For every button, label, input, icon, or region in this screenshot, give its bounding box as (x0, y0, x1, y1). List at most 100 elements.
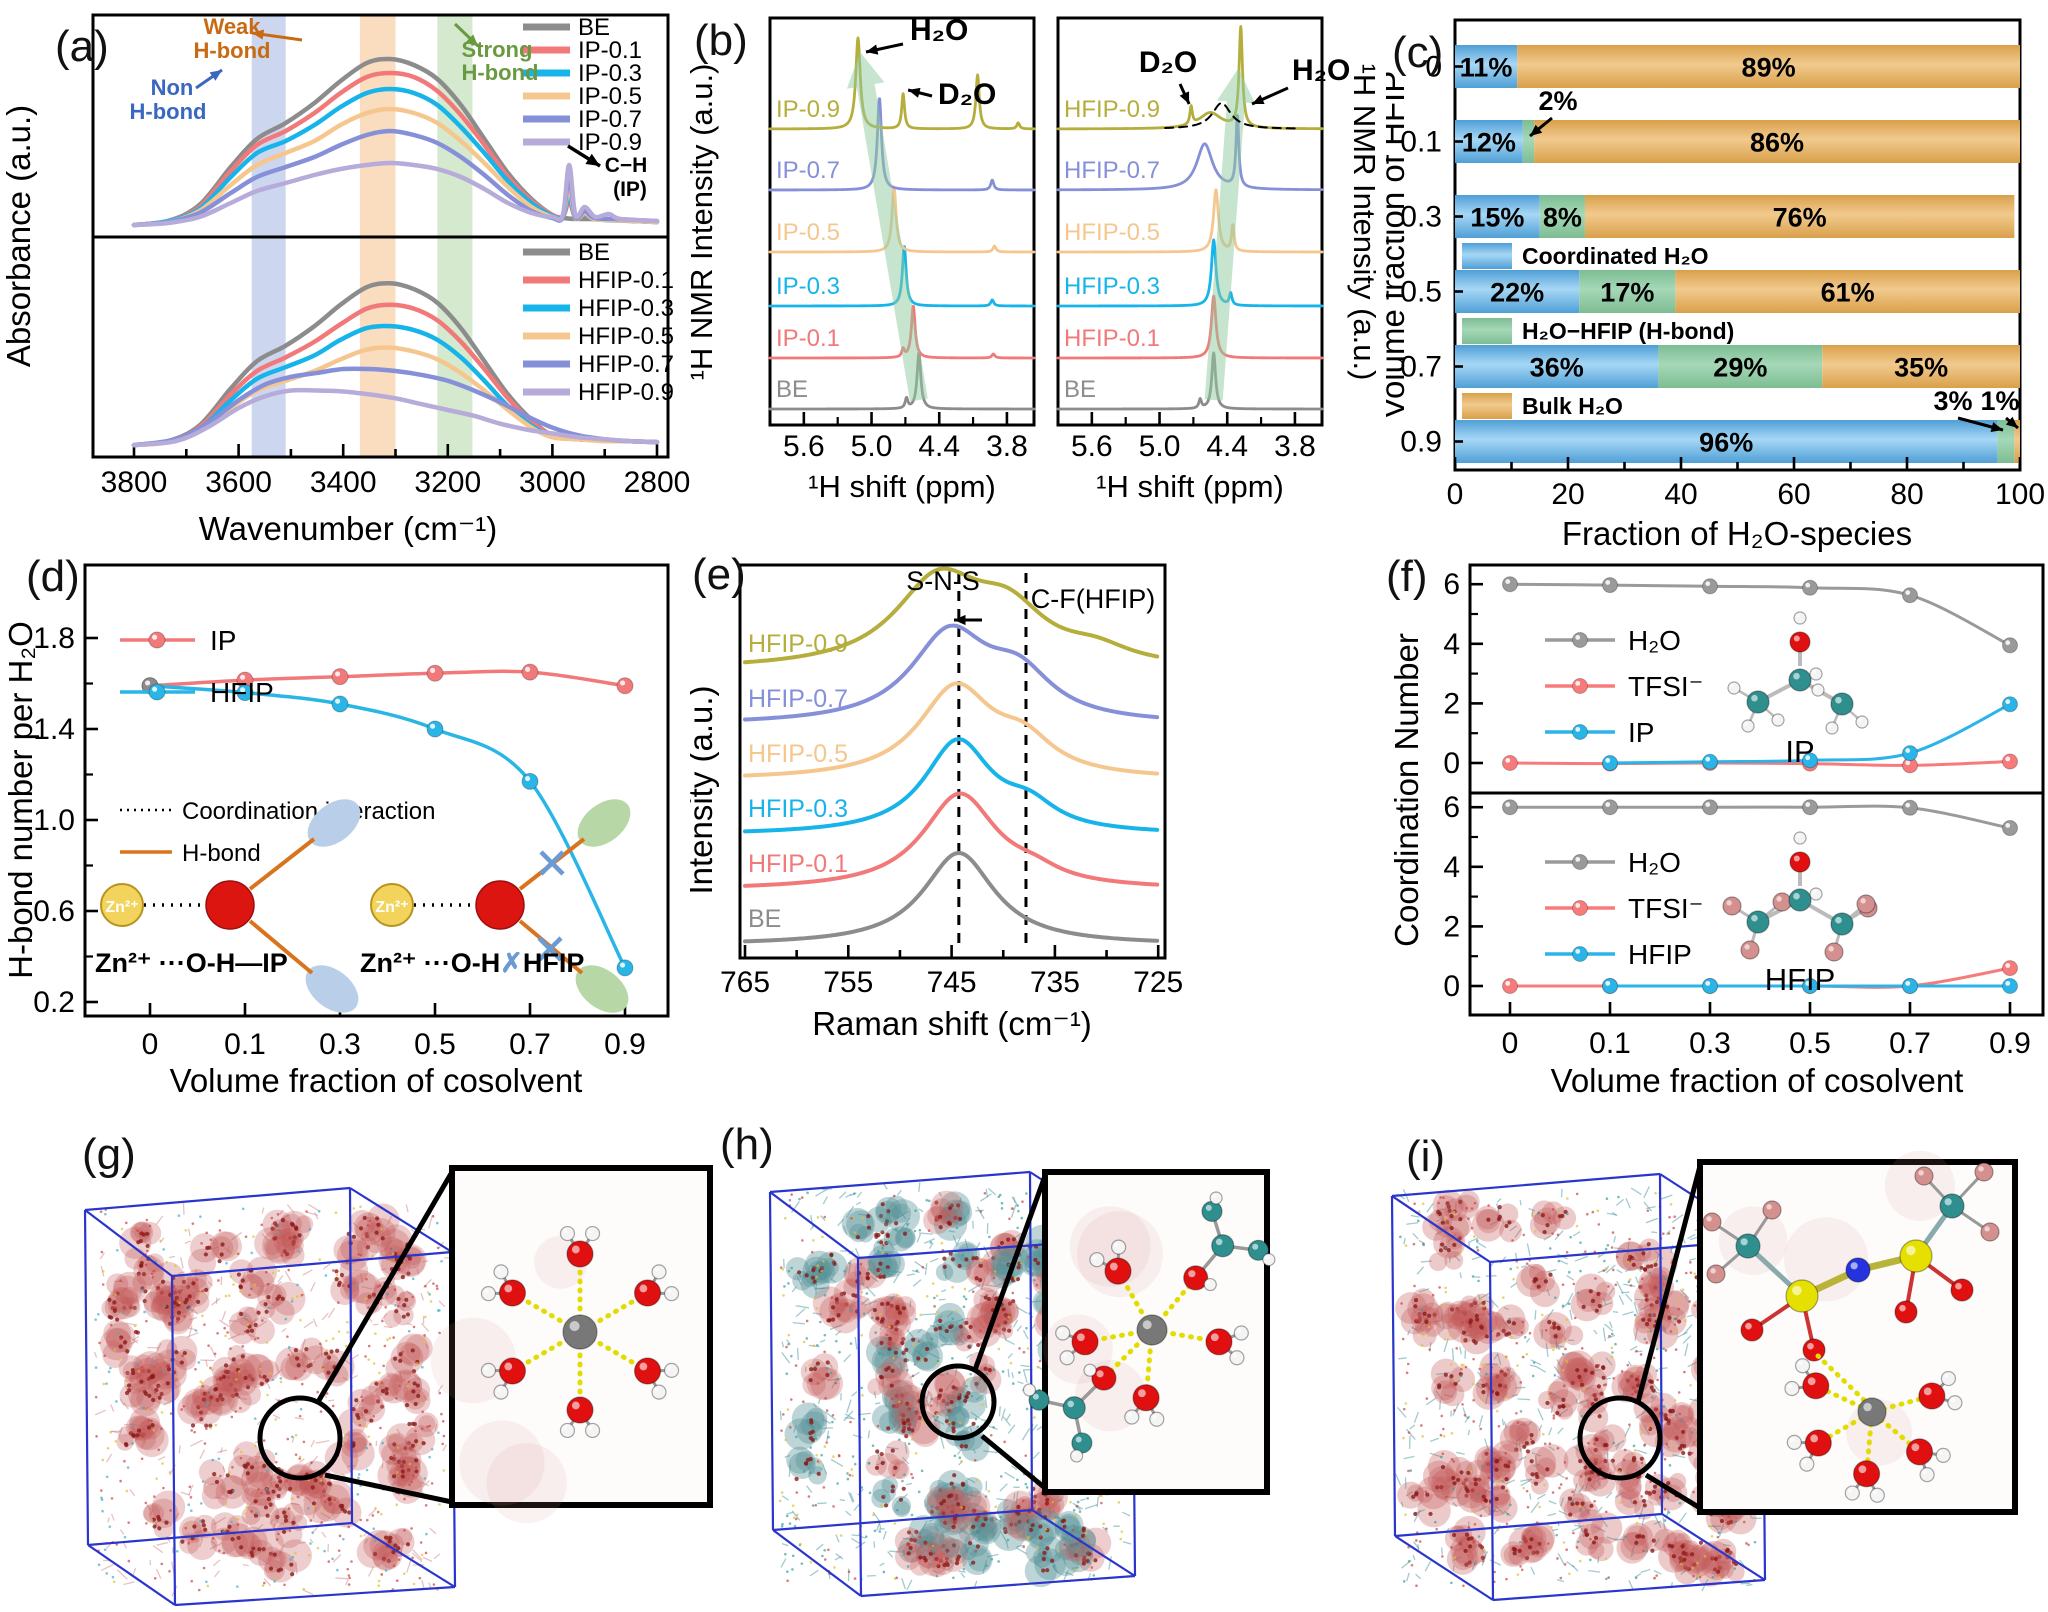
bar-percent-label: 86% (1750, 128, 1804, 158)
solvation-cluster (875, 1195, 920, 1234)
solvation-cluster (1052, 1529, 1097, 1576)
panel-f-tag: (f) (1386, 552, 1428, 601)
solvation-cluster (371, 1527, 415, 1571)
x-tick: 3800 (101, 466, 168, 499)
solvation-cluster (867, 1355, 913, 1400)
legend-label: H-bond (182, 840, 261, 867)
solvation-cluster (1559, 1488, 1604, 1535)
solvation-cluster (883, 1296, 917, 1336)
solvation-cluster (1650, 1402, 1695, 1441)
solvation-cluster (1538, 1376, 1581, 1420)
zn-ion (370, 883, 414, 927)
y-tick: 1.0 (33, 804, 75, 837)
solvation-cluster (275, 1337, 324, 1382)
h2o-annotation: H₂O (910, 14, 968, 47)
y-tick: 6 (1443, 568, 1460, 601)
x-tick: 5.0 (851, 430, 893, 463)
solvation-cluster (891, 1402, 941, 1448)
callout-2pct: 2% (1538, 86, 1577, 116)
solvation-cluster (871, 1476, 912, 1518)
solvation-cluster (330, 1256, 378, 1305)
y-category-label: 0.1 (1400, 126, 1442, 159)
solvation-cluster (1668, 1540, 1713, 1574)
bar-segment (2014, 420, 2020, 463)
solvation-cluster (1500, 1525, 1554, 1567)
y-tick: 0.6 (33, 895, 75, 928)
solvation-cluster (786, 1446, 827, 1485)
y-axis-label: Absorbance (a.u.) (0, 105, 37, 367)
y-tick: 1.8 (33, 622, 75, 655)
weak-hbond-label: Weak (203, 14, 261, 39)
solvation-cluster (865, 1440, 910, 1480)
md-simulation-row (83, 1150, 2018, 1607)
solvation-cluster (1397, 1476, 1451, 1528)
legend-label: H₂O−HFIP (H-bond) (1522, 318, 1734, 344)
panel-c-chart: 11% 89% 0 12% 86% 0.1 15% 8% 76% 0.3 22% 17% 61% 0.5 3… (1386, 18, 2045, 552)
bar-percent-label: 61% (1821, 278, 1875, 308)
y-tick: 4 (1443, 851, 1460, 884)
y-tick: 0 (1443, 747, 1460, 780)
y-axis-label: Coordination Number (1388, 633, 1425, 947)
bar-segment (1517, 45, 2020, 88)
solvation-cluster (388, 1369, 431, 1415)
trace-label: HFIP-0.9 (1064, 96, 1160, 123)
x-tick: 3200 (414, 466, 481, 499)
callout-1pct: 1% (1980, 386, 2019, 416)
x-tick: 745 (927, 966, 977, 999)
svg-text:H-bond: H-bond (130, 99, 207, 124)
solvation-cluster (333, 1216, 384, 1272)
d2o-annotation: D₂O (938, 78, 996, 111)
zoom-circle (1577, 1395, 1663, 1481)
solvation-cluster (1472, 1362, 1518, 1410)
y-tick: 0.2 (33, 986, 75, 1019)
trace-label: HFIP-0.5 (748, 740, 848, 768)
bar-segment (1455, 345, 1659, 388)
x-axis-label: Wavenumber (cm⁻¹) (199, 510, 498, 547)
solvation-cluster (383, 1285, 417, 1328)
solvation-cluster (229, 1306, 275, 1345)
zn-label: Zn²⁺ (105, 899, 138, 916)
solvation-cluster (868, 1319, 906, 1350)
solvation-cluster (903, 1328, 944, 1372)
shift-arrow (1204, 68, 1255, 401)
solvation-cluster (938, 1526, 993, 1576)
x-tick: 735 (1030, 966, 1080, 999)
x-tick: 80 (1890, 478, 1923, 511)
x-tick: 2800 (624, 466, 690, 499)
bar-segment (1579, 270, 1676, 313)
solvation-cluster (1499, 1417, 1541, 1454)
solvation-cluster (1471, 1203, 1522, 1243)
solvation-cluster (955, 1502, 1002, 1545)
solvation-cluster (965, 1249, 1009, 1292)
legend-label: HFIP (210, 677, 274, 708)
trace-label: BE (776, 376, 808, 403)
solvation-cluster (894, 1527, 944, 1576)
trace-label: IP-0.5 (776, 219, 840, 246)
zoom-inset (1697, 1150, 2018, 1515)
solvation-cluster (1395, 1288, 1440, 1335)
solvation-cluster (1446, 1534, 1487, 1575)
zoom-inset (430, 1165, 713, 1524)
legend-label: IP (210, 625, 236, 656)
solvation-cluster (1615, 1238, 1661, 1271)
o-atom (205, 880, 255, 930)
solvation-cluster (378, 1432, 421, 1476)
solvation-cluster (338, 1388, 386, 1437)
y-category-label: 0.3 (1400, 201, 1442, 234)
x-tick: 0.7 (509, 1028, 551, 1061)
cosolvent-ellipse (575, 965, 629, 1013)
solvation-cluster (1533, 1312, 1584, 1350)
bar-percent-label: 35% (1894, 353, 1948, 383)
legend-label: BE (578, 239, 610, 266)
panel-b-tag: (b) (694, 16, 748, 65)
bar-percent-label: 76% (1773, 203, 1827, 233)
panel-b-chart: 5.6 5.0 4.4 3.8 ¹H shift (ppm) BE IP-0.1 IP-0.3… (690, 14, 1382, 504)
x-axis-label: Volume fraction of cosolvent (170, 1062, 583, 1099)
y-tick: 1.4 (33, 713, 75, 746)
legend-swatch (1462, 243, 1512, 269)
bar-segment (1455, 420, 1998, 463)
x-tick: 4.4 (1206, 430, 1248, 463)
trace-label: BE (1064, 376, 1096, 403)
solvation-cluster (128, 1370, 181, 1417)
legend-label: TFSI⁻ (1628, 893, 1703, 924)
